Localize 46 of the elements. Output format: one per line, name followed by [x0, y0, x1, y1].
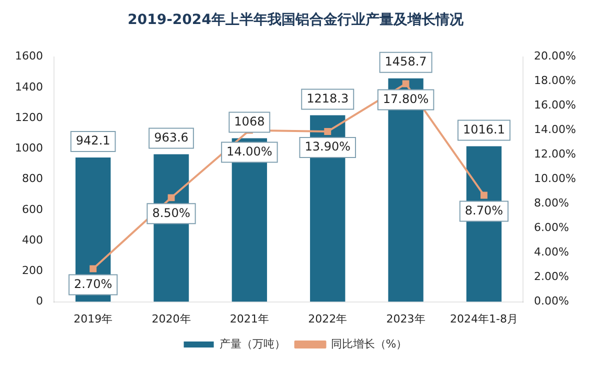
x-tick-label: 2023年 — [386, 312, 426, 326]
point — [90, 265, 97, 272]
x-tick-label: 2020年 — [152, 312, 191, 326]
data-label: 2.70% — [74, 276, 112, 291]
y-tick-label: 0 — [36, 294, 43, 308]
y2-tick-label: 6.00% — [534, 221, 570, 234]
legend-label: 产量（万吨） — [219, 337, 286, 350]
chart-title: 2019-2024年上半年我国铝合金行业产量及增长情况 — [128, 11, 464, 28]
y2-tick-label: 2.00% — [534, 270, 570, 284]
y-tick-label: 1400 — [14, 80, 43, 94]
data-label: 17.80% — [382, 92, 429, 106]
y2-tick-label: 14.00% — [534, 123, 576, 136]
x-tick-label: 2021年 — [230, 312, 269, 326]
data-label: 963.6 — [154, 130, 188, 144]
y2-tick-label: 20.00% — [534, 50, 576, 63]
legend-label: 同比增长（%） — [330, 337, 408, 350]
data-label: 1218.3 — [306, 91, 349, 106]
x-tick-label: 2019年 — [74, 312, 113, 326]
x-tick-label: 2022年 — [308, 312, 348, 326]
y-tick-label: 1000 — [14, 142, 43, 155]
y2-tick-label: 18.00% — [534, 74, 576, 88]
y2-tick-label: 12.00% — [534, 148, 576, 161]
y2-tick-label: 16.00% — [534, 98, 576, 112]
y2-tick-label: 10.00% — [534, 172, 576, 186]
y2-tick-label: 0.00% — [534, 294, 570, 308]
y-tick-label: 1200 — [14, 110, 43, 124]
x-tick-label: 2024年1-8月 — [450, 312, 518, 326]
y-tick-label: 1600 — [14, 50, 43, 63]
y2-tick-label: 4.00% — [534, 246, 570, 259]
data-label: 14.00% — [226, 144, 272, 158]
y-tick-label: 200 — [22, 264, 43, 278]
point — [480, 192, 488, 199]
data-label: 13.90% — [304, 140, 350, 154]
point — [168, 194, 175, 202]
point — [324, 128, 332, 135]
data-label: 1068 — [234, 114, 265, 128]
data-label: 942.1 — [76, 134, 110, 148]
data-label: 8.70% — [464, 203, 504, 218]
y-tick-label: 400 — [22, 233, 43, 246]
data-label: 8.50% — [152, 206, 190, 220]
y-tick-label: 600 — [22, 202, 43, 216]
point — [402, 80, 410, 88]
y-tick-label: 800 — [22, 172, 43, 186]
data-label: 1016.1 — [462, 122, 505, 136]
data-label: 1458.7 — [384, 54, 427, 69]
y2-tick-label: 8.00% — [534, 196, 570, 210]
